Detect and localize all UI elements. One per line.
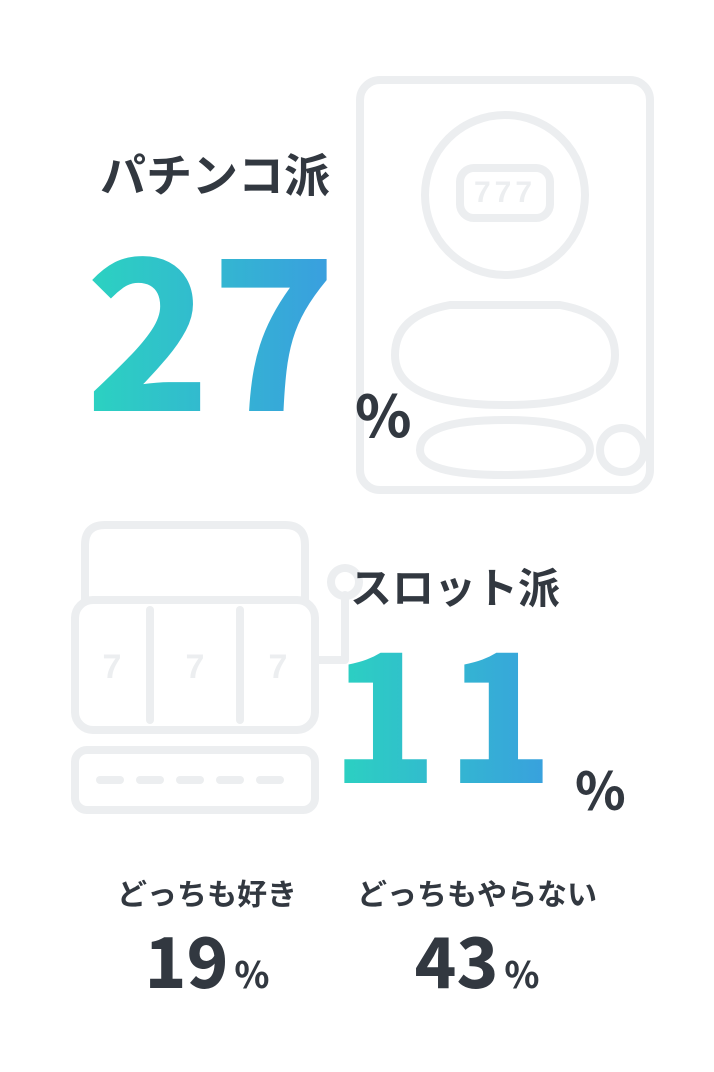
- both-block: どっちも好き 19 %: [117, 870, 297, 1050]
- pachinko-percent-sign: %: [355, 370, 412, 454]
- neither-block: どっちもやらない 43 %: [357, 870, 597, 1050]
- both-value: 19: [145, 924, 229, 994]
- both-percent-sign: %: [234, 947, 269, 999]
- neither-value: 43: [415, 924, 499, 994]
- neither-percent-sign: %: [504, 947, 539, 999]
- slot-percent-sign: %: [575, 750, 626, 825]
- bottom-section: どっちも好き 19 % どっちもやらない 43 %: [0, 870, 714, 1050]
- pachinko-section: パチンコ派 27 %: [0, 80, 714, 490]
- slot-value: 11: [330, 615, 562, 795]
- pachinko-value: 27: [85, 215, 337, 425]
- slot-section: スロット派 11 %: [0, 520, 714, 850]
